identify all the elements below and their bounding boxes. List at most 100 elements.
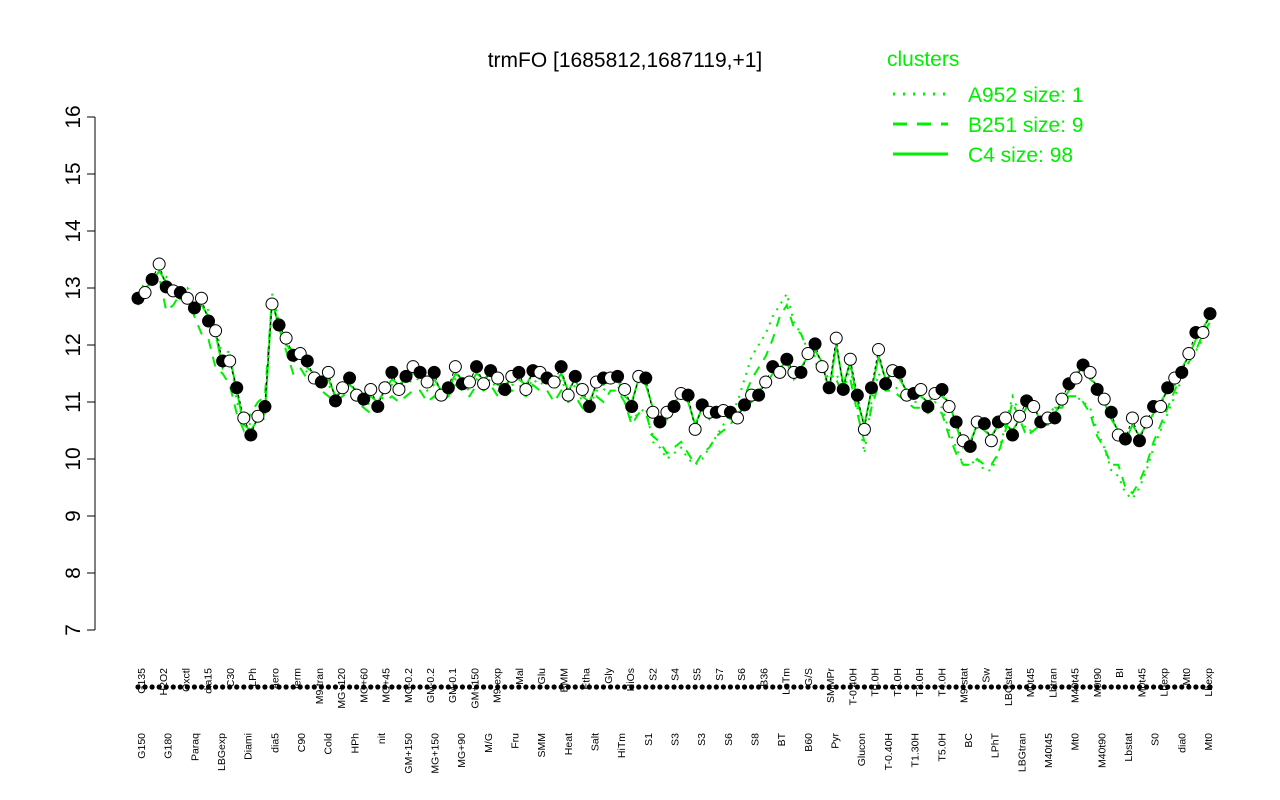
x-rug-marker bbox=[495, 684, 501, 690]
data-point bbox=[385, 365, 399, 379]
x-rug-marker bbox=[283, 684, 289, 690]
x-tick-label: C30 bbox=[225, 668, 237, 687]
y-tick-label: 7 bbox=[62, 624, 85, 636]
x-rug-marker bbox=[1200, 684, 1206, 690]
data-point bbox=[399, 369, 413, 383]
data-point bbox=[575, 382, 589, 396]
x-tick-label: Mt0 bbox=[1070, 733, 1082, 751]
x-tick-label: Lbtran bbox=[1047, 668, 1059, 698]
x-rug-marker bbox=[276, 684, 282, 690]
data-point bbox=[554, 360, 568, 374]
x-rug-marker bbox=[586, 684, 592, 690]
x-rug-marker bbox=[706, 684, 712, 690]
data-point bbox=[470, 360, 484, 374]
x-rug-marker bbox=[741, 684, 748, 690]
y-tick-label: 9 bbox=[62, 510, 85, 522]
data-point bbox=[194, 291, 208, 305]
x-rug-marker bbox=[1186, 684, 1192, 690]
x-rug-marker bbox=[1193, 684, 1199, 690]
data-point bbox=[864, 381, 878, 395]
data-point bbox=[935, 382, 949, 396]
x-rug-marker bbox=[198, 684, 205, 690]
x-rug-marker bbox=[1002, 684, 1009, 690]
data-point bbox=[639, 371, 653, 385]
x-tick-label: LBGstat bbox=[1003, 668, 1015, 706]
x-rug-marker bbox=[375, 684, 381, 690]
data-point bbox=[519, 382, 533, 396]
x-rug-marker bbox=[325, 684, 332, 690]
x-rug-marker bbox=[1024, 684, 1030, 690]
y-tick-label: 13 bbox=[62, 276, 85, 299]
x-rug-marker bbox=[403, 684, 409, 690]
x-rug-marker bbox=[551, 684, 557, 690]
data-point bbox=[1027, 400, 1041, 414]
x-rug-marker bbox=[149, 684, 155, 690]
x-rug-marker bbox=[579, 684, 585, 690]
x-rug-marker bbox=[480, 684, 487, 690]
data-point bbox=[857, 422, 871, 436]
x-tick-label: T3.0H bbox=[914, 668, 926, 697]
x-rug-marker bbox=[234, 684, 240, 690]
x-tick-label: Sw bbox=[981, 668, 993, 683]
x-rug-marker bbox=[332, 684, 339, 690]
x-tick-label: GM+150 bbox=[469, 668, 481, 709]
x-tick-label: SMM bbox=[536, 733, 548, 758]
x-rug-marker bbox=[396, 684, 402, 690]
x-rug-marker bbox=[537, 684, 543, 690]
x-tick-label: S5 bbox=[692, 668, 704, 681]
x-rug-marker bbox=[636, 684, 642, 690]
data-points bbox=[131, 257, 1217, 453]
y-tick-label: 15 bbox=[62, 162, 85, 185]
x-rug-marker bbox=[530, 684, 536, 690]
x-rug-marker bbox=[1172, 684, 1178, 690]
data-point bbox=[258, 400, 272, 414]
x-rug-marker bbox=[156, 684, 162, 690]
x-rug-marker bbox=[918, 684, 924, 690]
data-point bbox=[328, 394, 342, 408]
data-point bbox=[1140, 415, 1154, 429]
x-tick-label: T0.0H bbox=[870, 668, 882, 697]
x-rug-marker bbox=[748, 684, 755, 690]
x-rug-marker bbox=[925, 684, 931, 690]
data-point bbox=[752, 388, 766, 402]
data-point bbox=[850, 388, 864, 402]
x-rug-marker bbox=[1052, 684, 1058, 690]
x-tick-label: Glucon bbox=[856, 733, 868, 766]
x-tick-label: GM-0.2 bbox=[425, 668, 437, 703]
y-tick-label: 14 bbox=[62, 219, 85, 243]
x-tick-label: Cold bbox=[323, 733, 335, 755]
x-rug-marker bbox=[600, 684, 607, 690]
x-rug-marker bbox=[382, 684, 388, 690]
x-rug-marker bbox=[1136, 684, 1143, 690]
data-point bbox=[738, 398, 752, 412]
data-point bbox=[893, 365, 907, 379]
data-point bbox=[688, 422, 702, 436]
data-point bbox=[300, 354, 314, 368]
data-point bbox=[343, 371, 357, 385]
data-point bbox=[872, 343, 886, 357]
x-tick-label: S4 bbox=[670, 668, 682, 681]
data-point bbox=[462, 375, 476, 389]
x-rug-marker bbox=[354, 684, 360, 690]
x-rug-marker bbox=[1108, 684, 1114, 690]
x-rug-marker bbox=[614, 684, 621, 690]
data-point bbox=[230, 381, 244, 395]
x-tick-label: S1 bbox=[643, 733, 655, 746]
x-tick-label: H2O2 bbox=[158, 668, 170, 696]
x-tick-label: dia0 bbox=[1176, 733, 1188, 753]
data-point bbox=[1048, 411, 1062, 425]
x-rug-marker bbox=[502, 684, 508, 690]
x-rug-marker bbox=[297, 684, 303, 690]
x-rug-marker bbox=[410, 684, 416, 690]
x-rug-marker bbox=[819, 684, 825, 690]
x-rug-marker bbox=[939, 684, 945, 690]
x-rug-marker bbox=[1101, 684, 1107, 690]
x-tick-label: MG+150 bbox=[429, 733, 441, 774]
x-rug-marker bbox=[1129, 684, 1136, 690]
x-tick-label: Pyr bbox=[830, 732, 842, 748]
x-rug-marker bbox=[516, 684, 522, 690]
x-rug-marker bbox=[713, 684, 719, 690]
data-point bbox=[963, 439, 977, 453]
x-tick-label: HPh bbox=[349, 733, 361, 754]
